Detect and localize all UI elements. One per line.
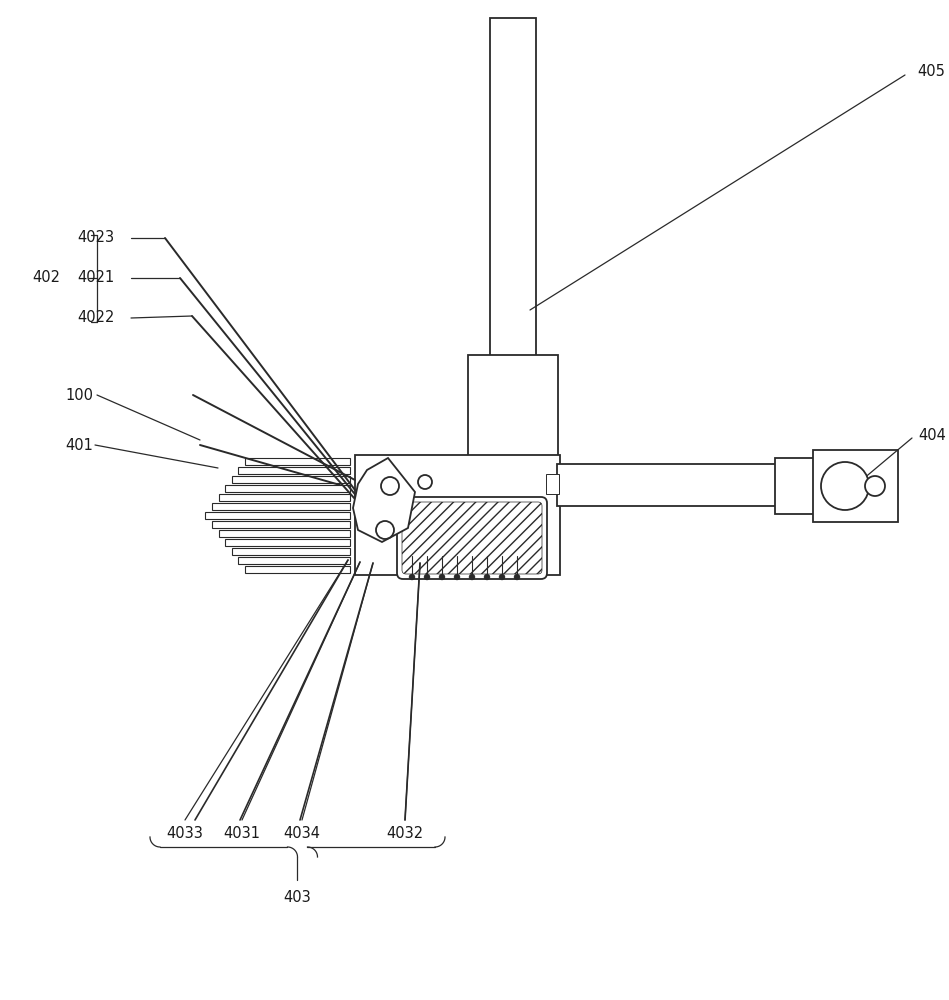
- Bar: [355, 455, 560, 575]
- Circle shape: [439, 574, 445, 580]
- Circle shape: [469, 574, 475, 580]
- Bar: [212, 521, 350, 528]
- Text: 4032: 4032: [386, 826, 423, 840]
- Circle shape: [821, 462, 869, 510]
- Circle shape: [424, 574, 430, 580]
- Polygon shape: [353, 458, 415, 542]
- Bar: [813, 450, 898, 522]
- FancyBboxPatch shape: [397, 497, 547, 579]
- Circle shape: [454, 574, 460, 580]
- Bar: [775, 458, 815, 514]
- Bar: [212, 503, 350, 510]
- Bar: [219, 494, 350, 501]
- Bar: [245, 458, 350, 465]
- Text: 403: 403: [284, 890, 311, 904]
- Bar: [225, 539, 350, 546]
- Text: 405: 405: [917, 64, 945, 80]
- Bar: [238, 467, 350, 474]
- Text: 4033: 4033: [167, 826, 203, 840]
- Circle shape: [376, 521, 394, 539]
- Circle shape: [865, 476, 885, 496]
- Text: 402: 402: [32, 270, 60, 286]
- Bar: [232, 476, 350, 483]
- Circle shape: [484, 574, 490, 580]
- Circle shape: [418, 475, 432, 489]
- Text: 4021: 4021: [77, 270, 114, 286]
- Text: 4034: 4034: [284, 826, 321, 840]
- Circle shape: [409, 574, 415, 580]
- Bar: [546, 474, 559, 494]
- Circle shape: [514, 574, 520, 580]
- Circle shape: [381, 477, 399, 495]
- Bar: [232, 548, 350, 555]
- Bar: [205, 512, 350, 519]
- Text: 404: 404: [918, 428, 946, 442]
- Bar: [468, 355, 558, 470]
- Text: 4031: 4031: [224, 826, 260, 840]
- Bar: [225, 485, 350, 492]
- Circle shape: [499, 574, 505, 580]
- Bar: [490, 18, 536, 358]
- Bar: [557, 464, 779, 506]
- Bar: [219, 530, 350, 537]
- Text: 100: 100: [65, 387, 93, 402]
- Text: 4023: 4023: [77, 231, 114, 245]
- Text: 4022: 4022: [77, 310, 115, 326]
- Text: 401: 401: [65, 438, 93, 452]
- Bar: [245, 566, 350, 573]
- Bar: [238, 557, 350, 564]
